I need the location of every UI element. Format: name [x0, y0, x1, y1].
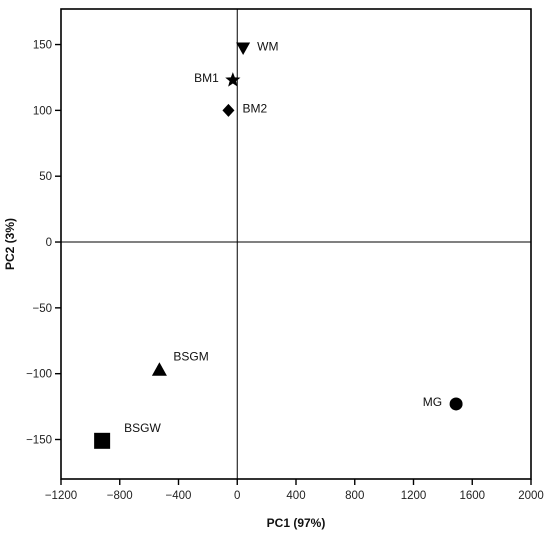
x-tick-label: 2000 [518, 490, 544, 502]
x-tick-label: 1600 [459, 490, 485, 502]
point-marker-bsgm [151, 362, 167, 376]
x-tick-label: −400 [166, 490, 192, 502]
y-tick-label: 50 [39, 171, 52, 183]
y-tick-label: −150 [26, 435, 52, 447]
point-label-wm: WM [257, 39, 278, 53]
point-marker-bm1 [225, 72, 241, 87]
point-label-bsgw: BSGW [124, 421, 161, 435]
point-marker-bm2 [222, 103, 235, 117]
x-axis-ticks: −1200 −800 −400 0 400 800 1200 1600 2000 [45, 479, 544, 502]
x-tick-label: 800 [345, 490, 364, 502]
y-tick-label: −50 [32, 303, 52, 315]
point-label-bm1: BM1 [194, 71, 219, 85]
point-marker-wm [236, 42, 251, 55]
x-tick-label: −1200 [45, 490, 77, 502]
point-label-bsgm: BSGM [173, 350, 208, 364]
x-tick-label: −800 [107, 490, 133, 502]
y-tick-label: −100 [26, 369, 52, 381]
data-points: WM BM1 BM2 BSGM BSGW MG [94, 39, 463, 449]
point-marker-mg [449, 397, 463, 411]
y-tick-label: 0 [46, 237, 52, 249]
point-label-bm2: BM2 [242, 101, 267, 115]
y-axis-ticks: −150 −100 −50 0 50 100 150 [26, 40, 61, 447]
x-tick-label: 1200 [401, 490, 427, 502]
y-tick-label: 150 [33, 40, 52, 52]
x-axis-title: PC1 (97%) [267, 516, 326, 530]
y-axis-title: PC2 (3%) [3, 218, 17, 270]
reference-lines [61, 9, 531, 479]
point-label-mg: MG [423, 395, 442, 409]
y-tick-label: 100 [33, 105, 52, 117]
x-tick-label: 0 [234, 490, 240, 502]
point-marker-bsgw [94, 432, 111, 449]
x-tick-label: 400 [286, 490, 305, 502]
